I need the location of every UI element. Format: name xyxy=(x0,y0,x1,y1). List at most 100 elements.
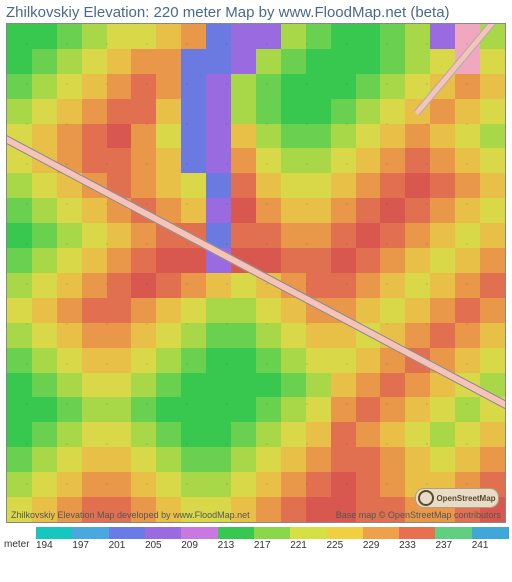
heatmap-cell xyxy=(107,148,132,173)
heatmap-cell xyxy=(57,298,82,323)
heatmap-cell xyxy=(7,422,32,447)
heatmap-cell xyxy=(306,74,331,99)
heatmap-cell xyxy=(331,99,356,124)
heatmap-cell xyxy=(256,422,281,447)
heatmap-cell xyxy=(206,397,231,422)
heatmap-cell xyxy=(455,348,480,373)
legend-color-box xyxy=(399,527,436,539)
legend-color-box xyxy=(145,527,182,539)
heatmap-cell xyxy=(57,49,82,74)
heatmap-cell xyxy=(156,74,181,99)
heatmap-cell xyxy=(131,373,156,398)
heatmap-cell xyxy=(107,348,132,373)
heatmap-cell xyxy=(206,298,231,323)
heatmap-cell xyxy=(57,248,82,273)
legend-swatch: 229 xyxy=(363,527,399,551)
heatmap-cell xyxy=(32,49,57,74)
heatmap-cell xyxy=(107,124,132,149)
heatmap-cell xyxy=(206,99,231,124)
heatmap-cell xyxy=(380,422,405,447)
heatmap-cell xyxy=(107,99,132,124)
heatmap-cell xyxy=(306,497,331,522)
heatmap-cell xyxy=(281,497,306,522)
heatmap-cell xyxy=(281,49,306,74)
heatmap-cell xyxy=(206,49,231,74)
heatmap-cell xyxy=(480,99,505,124)
heatmap-cell xyxy=(405,248,430,273)
heatmap-cell xyxy=(256,348,281,373)
heatmap-cell xyxy=(380,173,405,198)
heatmap-cell xyxy=(380,223,405,248)
heatmap-cell xyxy=(306,148,331,173)
legend-value: 225 xyxy=(327,539,344,551)
heatmap-cell xyxy=(206,273,231,298)
heatmap-cell xyxy=(256,447,281,472)
heatmap-cell xyxy=(480,173,505,198)
heatmap-cell xyxy=(331,198,356,223)
heatmap-cell xyxy=(107,397,132,422)
heatmap-cell xyxy=(331,348,356,373)
elevation-map: OpenStreetMap Zhilkovskiy Elevation Map … xyxy=(6,23,506,523)
heatmap-cell xyxy=(380,148,405,173)
heatmap-cell xyxy=(356,472,381,497)
heatmap-cell xyxy=(405,223,430,248)
heatmap-cell xyxy=(256,173,281,198)
heatmap-cell xyxy=(57,223,82,248)
heatmap-cell xyxy=(455,124,480,149)
heatmap-cell xyxy=(281,472,306,497)
heatmap-cell xyxy=(306,348,331,373)
heatmap-cell xyxy=(82,24,107,49)
heatmap-cell xyxy=(256,472,281,497)
heatmap-cell xyxy=(7,49,32,74)
heatmap-cell xyxy=(181,447,206,472)
legend-value: 233 xyxy=(399,539,416,551)
heatmap-cell xyxy=(405,373,430,398)
heatmap-cell xyxy=(306,198,331,223)
legend-swatch: 237 xyxy=(435,527,471,551)
heatmap-cell xyxy=(331,422,356,447)
heatmap-cell xyxy=(181,248,206,273)
legend-value: 221 xyxy=(290,539,307,551)
heatmap-cell xyxy=(82,298,107,323)
heatmap-cell xyxy=(430,447,455,472)
heatmap-cell xyxy=(7,323,32,348)
heatmap-cell xyxy=(181,348,206,373)
heatmap-cell xyxy=(156,472,181,497)
heatmap-cell xyxy=(455,223,480,248)
heatmap-cell xyxy=(57,74,82,99)
legend-value: 205 xyxy=(145,539,162,551)
heatmap-cell xyxy=(156,397,181,422)
heatmap-cell xyxy=(107,248,132,273)
heatmap-cell xyxy=(107,223,132,248)
heatmap-cell xyxy=(32,99,57,124)
heatmap-cell xyxy=(206,24,231,49)
page-title: Zhilkovskiy Elevation: 220 meter Map by … xyxy=(0,0,512,23)
heatmap-cell xyxy=(405,148,430,173)
heatmap-cell xyxy=(57,198,82,223)
heatmap-cell xyxy=(32,373,57,398)
heatmap-cell xyxy=(57,373,82,398)
heatmap-cell xyxy=(206,422,231,447)
heatmap-cell xyxy=(231,472,256,497)
heatmap-cell xyxy=(331,223,356,248)
heatmap-cell xyxy=(156,348,181,373)
heatmap-cell xyxy=(405,173,430,198)
heatmap-cell xyxy=(331,173,356,198)
heatmap-cell xyxy=(57,99,82,124)
heatmap-cell xyxy=(256,124,281,149)
heatmap-cell xyxy=(331,472,356,497)
heatmap-cell xyxy=(430,148,455,173)
heatmap-cell xyxy=(181,74,206,99)
heatmap-cell xyxy=(256,49,281,74)
heatmap-cell xyxy=(380,397,405,422)
heatmap-cell xyxy=(306,248,331,273)
heatmap-cell xyxy=(480,447,505,472)
heatmap-cell xyxy=(405,298,430,323)
heatmap-cell xyxy=(206,348,231,373)
heatmap-cell xyxy=(57,472,82,497)
heatmap-cell xyxy=(32,223,57,248)
heatmap-cell xyxy=(231,24,256,49)
heatmap-cell xyxy=(32,472,57,497)
heatmap-cell xyxy=(380,124,405,149)
heatmap-cell xyxy=(82,124,107,149)
